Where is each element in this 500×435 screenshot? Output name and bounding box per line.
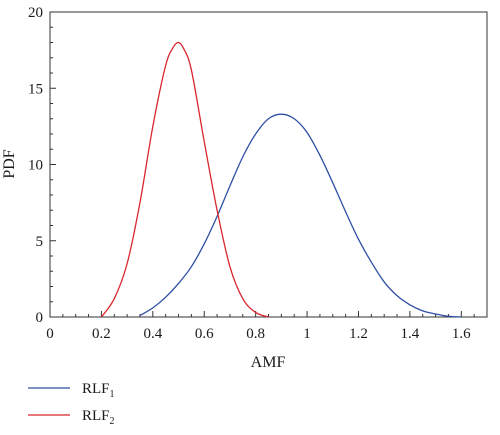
y-tick-label: 5 <box>36 234 44 250</box>
y-tick-label: 10 <box>28 158 43 174</box>
y-tick-label: 20 <box>28 5 43 21</box>
x-axis: 0 0.2 0.4 0.6 0.8 1 1.2 1.4 1.6 <box>46 311 488 342</box>
x-tick-label: 1 <box>303 326 311 342</box>
series-lines <box>100 41 462 318</box>
x-tick-label: 1.4 <box>401 326 420 342</box>
legend-label-rlf2: RLF2 <box>82 408 115 427</box>
x-tick-label: 0.2 <box>92 326 111 342</box>
legend: RLF1 RLF2 <box>28 381 115 427</box>
x-tick-label: 1.2 <box>349 326 368 342</box>
y-axis-label: PDF <box>1 149 18 178</box>
x-axis-label: AMF <box>251 354 286 371</box>
y-tick-label: 15 <box>28 81 43 97</box>
x-tick-label: 0.8 <box>246 326 265 342</box>
x-tick-label: 0.4 <box>143 326 162 342</box>
x-tick-label: 0 <box>46 326 54 342</box>
x-tick-label: 0.6 <box>195 326 214 342</box>
y-tick-label: 0 <box>36 310 44 326</box>
legend-label-rlf1: RLF1 <box>82 381 115 400</box>
y-axis: 0 5 10 15 20 <box>28 5 56 326</box>
series-line-rlf1 <box>139 113 462 318</box>
plot-frame <box>49 11 488 318</box>
x-tick-label: 1.6 <box>452 326 471 342</box>
series-line-rlf2 <box>100 41 269 318</box>
